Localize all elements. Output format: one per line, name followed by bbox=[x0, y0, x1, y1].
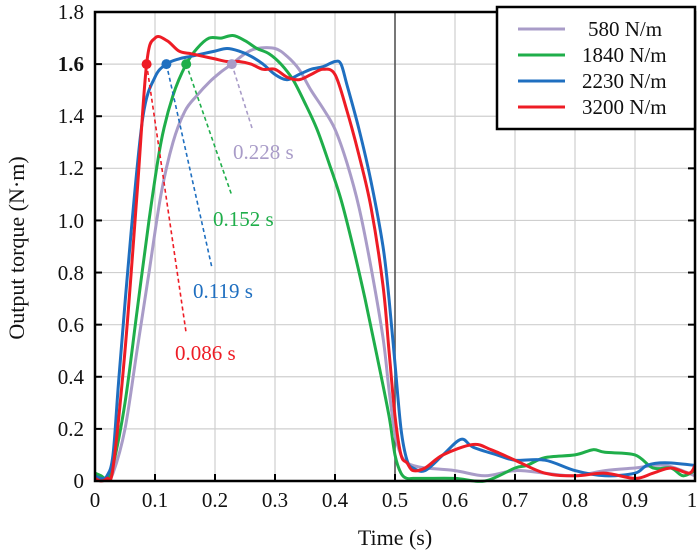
legend: 580 N/m 1840 N/m 2230 N/m 3200 N/m bbox=[495, 5, 697, 131]
legend-label-3200: 3200 N/m bbox=[582, 95, 667, 119]
annotation-marker bbox=[181, 59, 192, 70]
annotation-label-2230: 0.119 s bbox=[193, 279, 253, 303]
y-tick-label: 0.8 bbox=[58, 261, 84, 285]
axes bbox=[93, 10, 697, 483]
x-tick-label: 1 bbox=[687, 488, 698, 512]
x-tick-label: 0.9 bbox=[622, 488, 648, 512]
legend-label-580: 580 N/m bbox=[588, 17, 662, 41]
x-tick-label: 0.1 bbox=[142, 488, 168, 512]
x-axis-label: Time (s) bbox=[358, 525, 432, 550]
x-tick-label: 0.6 bbox=[442, 488, 468, 512]
annotation-leader-line bbox=[231, 63, 253, 129]
y-tick-label-highlighted: 1.6 bbox=[58, 52, 84, 76]
x-tick-label: 0.4 bbox=[322, 488, 349, 512]
legend-label-1840: 1840 N/m bbox=[582, 43, 667, 67]
series-lines bbox=[94, 33, 697, 483]
series-line-2230 bbox=[94, 47, 696, 481]
y-tick-label: 1.4 bbox=[58, 104, 85, 128]
tick-labels: 0 0.1 0.2 0.3 0.4 0.5 0.6 0.7 0.8 0.9 1 … bbox=[58, 0, 698, 512]
annotation-label-1840: 0.152 s bbox=[213, 207, 274, 231]
x-tick-label: 0.3 bbox=[262, 488, 288, 512]
x-tick-label: 0.8 bbox=[562, 488, 588, 512]
annotation-leader-line bbox=[185, 63, 233, 197]
y-tick-label: 1.0 bbox=[58, 209, 84, 233]
annotation-label-580: 0.228 s bbox=[233, 140, 294, 164]
annotation-marker bbox=[141, 59, 152, 70]
y-tick-label: 0 bbox=[74, 469, 85, 493]
annotation-leader-line bbox=[145, 63, 187, 333]
x-tick-label: 0 bbox=[90, 488, 101, 512]
y-tick-label: 0.2 bbox=[58, 417, 84, 441]
annotation-marker bbox=[161, 59, 172, 70]
annotation-label-3200: 0.086 s bbox=[175, 341, 236, 365]
series-line-580 bbox=[94, 46, 696, 481]
y-tick-label: 0.4 bbox=[58, 365, 85, 389]
y-tick-label: 1.8 bbox=[58, 0, 84, 24]
legend-label-2230: 2230 N/m bbox=[582, 69, 667, 93]
annotations: 0.228 s 0.152 s 0.119 s 0.086 s bbox=[175, 140, 294, 365]
x-tick-label: 0.5 bbox=[382, 488, 408, 512]
y-tick-label: 0.6 bbox=[58, 313, 84, 337]
y-tick-label: 1.2 bbox=[58, 156, 84, 180]
y-axis-label: Output torque (N·m) bbox=[4, 156, 29, 339]
annotation-leader-line bbox=[165, 63, 213, 269]
series-line-3200 bbox=[94, 35, 697, 483]
series-line-1840 bbox=[94, 33, 696, 483]
x-tick-label: 0.2 bbox=[202, 488, 228, 512]
x-tick-label: 0.7 bbox=[502, 488, 528, 512]
annotation-marker bbox=[226, 59, 237, 70]
legend-box bbox=[495, 5, 697, 131]
